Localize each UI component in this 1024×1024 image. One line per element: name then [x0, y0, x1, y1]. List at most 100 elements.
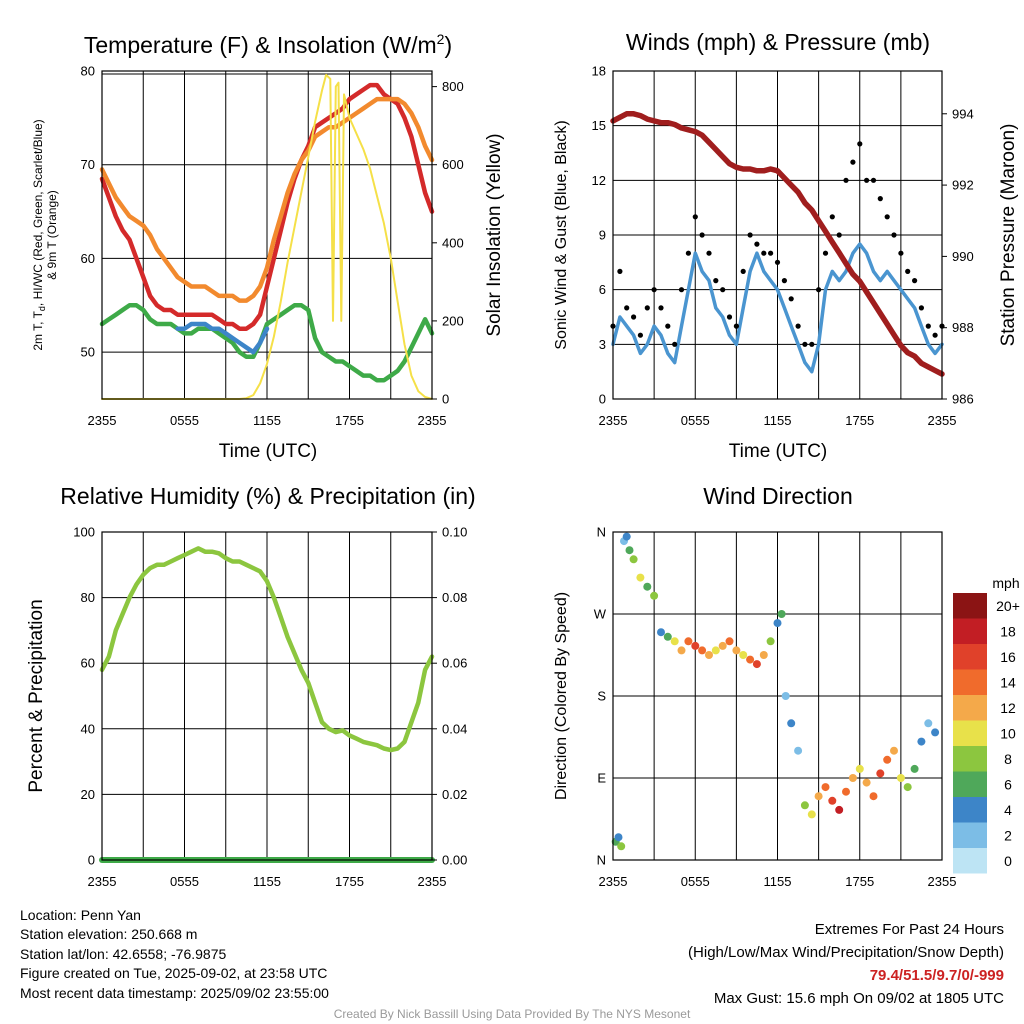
temperature-ytick-right-label: 400	[442, 235, 464, 250]
colorbar-swatch	[953, 822, 987, 848]
colorbar-swatch	[953, 644, 987, 670]
winds-ytick-label: 3	[599, 337, 606, 352]
direction-point	[732, 646, 741, 655]
gust-point	[884, 214, 890, 220]
winds-series-wind	[611, 242, 944, 374]
direction-point	[663, 632, 672, 641]
direction-xtick-label: 2355	[928, 874, 957, 889]
winds-title: Winds (mph) & Pressure (mb)	[626, 29, 930, 55]
direction-xtick-label: 2355	[599, 874, 628, 889]
gust-point	[644, 305, 650, 311]
created-text: Figure created on Tue, 2025-09-02, at 23…	[20, 965, 328, 982]
direction-point	[794, 746, 803, 755]
humidity-xtick-label: 2355	[88, 874, 117, 889]
direction-xtick-label: 0555	[681, 874, 710, 889]
winds-ytick-label: 18	[592, 64, 606, 79]
direction-frame	[612, 531, 943, 861]
winds-ylabel-right: Station Pressure (Maroon)	[998, 124, 1019, 347]
gust-point	[816, 287, 822, 293]
gust-point	[912, 278, 918, 284]
winds-ytick-label: 12	[592, 173, 606, 188]
direction-point	[684, 637, 693, 646]
direction-point	[781, 692, 790, 700]
direction-point	[705, 651, 713, 659]
direction-point	[670, 637, 679, 646]
gust-point	[768, 250, 774, 256]
direction-point	[657, 628, 665, 637]
direction-point	[691, 641, 700, 650]
gust-point	[932, 332, 938, 338]
direction-ylabel-left: Direction (Colored By Speed)	[553, 592, 570, 800]
direction-point	[622, 532, 631, 541]
direction-ticks: N E S W N 2355 0555 1155 1755 2355	[594, 525, 957, 890]
temperature-ylabel-left-a: 2m T, T	[31, 310, 45, 350]
direction-point	[643, 582, 652, 591]
colorbar-label: 14	[1000, 674, 1016, 690]
winds-ytick-right-label: 992	[952, 178, 974, 193]
gust-point	[726, 314, 733, 320]
gust-point	[829, 214, 835, 220]
gust-point	[891, 232, 897, 238]
gust-point	[877, 196, 883, 202]
winds-ytick-right-label: 990	[952, 249, 974, 264]
humidity-ytick-right-label: 0.02	[442, 787, 467, 802]
colorbar-swatch	[953, 695, 987, 721]
humidity-xtick-label: 0555	[170, 874, 199, 889]
direction-point	[759, 651, 768, 659]
winds-ylabel-left: Sonic Wind & Gust (Blue, Black)	[553, 120, 570, 349]
humidity-ytick-label: 0	[88, 853, 95, 868]
direction-point	[924, 719, 933, 728]
temperature-ytick-label: 50	[81, 345, 95, 360]
temperature-xlabel: Time (UTC)	[219, 441, 318, 462]
direction-ytick-label: N	[597, 853, 606, 868]
colorbar-swatch	[953, 771, 987, 797]
max-gust-text: Max Gust: 15.6 mph On 09/02 at 1805 UTC	[713, 990, 1004, 1007]
temperature-ytick-right-label: 0	[442, 392, 449, 407]
extremes-values: 79.4/51.5/9.7/0/-999	[869, 967, 1004, 984]
direction-ytick-label: W	[594, 607, 607, 622]
humidity-ytick-right-label: 0.06	[442, 656, 467, 671]
gust-point	[761, 250, 767, 256]
direction-point	[848, 774, 857, 782]
direction-point	[746, 655, 755, 664]
temperature-title-suffix: )	[444, 32, 452, 58]
direction-point	[636, 573, 645, 582]
direction-point	[777, 610, 786, 618]
colorbar-label: 12	[1000, 700, 1016, 716]
temperature-series-blue	[175, 321, 270, 355]
direction-point	[650, 591, 659, 600]
colorbar-swatch	[953, 848, 987, 874]
humidity-ytick-right-label: 0.00	[442, 853, 467, 868]
gust-point	[781, 278, 788, 284]
humidity-panel: Relative Humidity (%) & Precipitation (i…	[26, 483, 476, 889]
temperature-xtick-label: 1155	[253, 413, 281, 428]
winds-ytick-label: 9	[599, 228, 606, 243]
temperature-ytick-label: 60	[81, 251, 95, 266]
figure: Temperature (F) & Insolation (W/m2) Time…	[26, 29, 1020, 890]
direction-point	[890, 746, 898, 755]
gust-point	[631, 314, 637, 320]
temperature-series-orange	[99, 96, 435, 303]
colorbar-label: 16	[1000, 649, 1016, 665]
direction-point	[773, 619, 782, 628]
gust-point	[665, 323, 671, 329]
winds-ytick-right-label: 988	[952, 320, 974, 335]
direction-xtick-label: 1755	[845, 874, 874, 889]
temperature-ytick-label: 80	[81, 64, 95, 79]
footer-credit: Created By Nick Bassill Using Data Provi…	[333, 1007, 691, 1021]
direction-point	[698, 646, 707, 655]
temperature-title: Temperature (F) & Insolation (W/m2)	[84, 31, 452, 58]
humidity-ytick-right-label: 0.04	[442, 721, 467, 736]
winds-ytick-label: 6	[599, 282, 606, 297]
temperature-series-red	[99, 82, 435, 331]
gust-point	[720, 287, 726, 293]
gust-point	[850, 159, 856, 165]
temperature-plot-area	[99, 73, 435, 400]
recent-text: Most recent data timestamp: 2025/09/02 2…	[20, 984, 329, 1001]
elevation-text: Station elevation: 250.668 m	[20, 926, 198, 943]
colorbar-swatch	[953, 618, 987, 644]
latlon-text: Station lat/lon: 42.6558; -76.9875	[20, 945, 227, 962]
humidity-xtick-label: 1155	[253, 874, 281, 889]
colorbar-swatch	[953, 746, 987, 772]
